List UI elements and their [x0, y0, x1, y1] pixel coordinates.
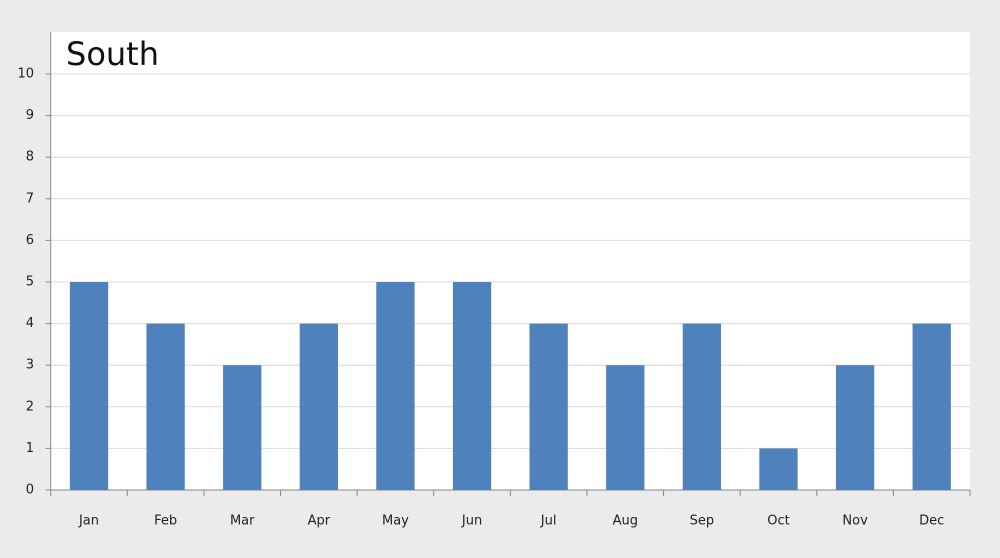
bar	[682, 323, 722, 490]
y-tick-label: 0	[26, 483, 34, 498]
y-tick-label: 2	[26, 399, 34, 414]
y-tick-label: 8	[26, 150, 34, 165]
bar	[146, 323, 185, 490]
chart-title: South	[66, 35, 159, 73]
x-tick-label: Feb	[154, 514, 177, 529]
y-tick-label: 4	[26, 316, 34, 331]
bar	[835, 365, 875, 490]
x-tick-label: Mar	[230, 514, 255, 529]
bar	[759, 448, 798, 490]
x-tick-label: Sep	[690, 514, 715, 529]
x-tick-label: Jul	[540, 514, 557, 529]
y-tick-label: 7	[26, 191, 34, 206]
y-tick-label: 6	[26, 233, 34, 248]
x-tick-label: Oct	[767, 514, 789, 529]
bar	[606, 365, 645, 490]
plot-area	[50, 32, 970, 490]
bar	[69, 282, 109, 490]
bar	[299, 323, 338, 490]
y-tick-label: 3	[26, 358, 34, 373]
x-tick-label: Jun	[461, 514, 482, 529]
x-tick-label: Jan	[78, 514, 99, 529]
y-tick-label: 9	[26, 108, 34, 123]
y-tick-label: 5	[26, 275, 34, 290]
x-tick-label: May	[382, 514, 409, 529]
x-tick-label: Nov	[842, 514, 868, 529]
bar	[912, 323, 951, 490]
bar	[376, 282, 415, 490]
bar	[223, 365, 262, 490]
bar	[529, 323, 568, 490]
x-tick-label: Aug	[613, 514, 638, 529]
y-tick-label: 10	[17, 67, 34, 82]
y-tick-label: 1	[26, 441, 34, 456]
bar	[452, 282, 492, 490]
x-tick-label: Apr	[308, 514, 331, 529]
x-tick-label: Dec	[919, 514, 944, 529]
